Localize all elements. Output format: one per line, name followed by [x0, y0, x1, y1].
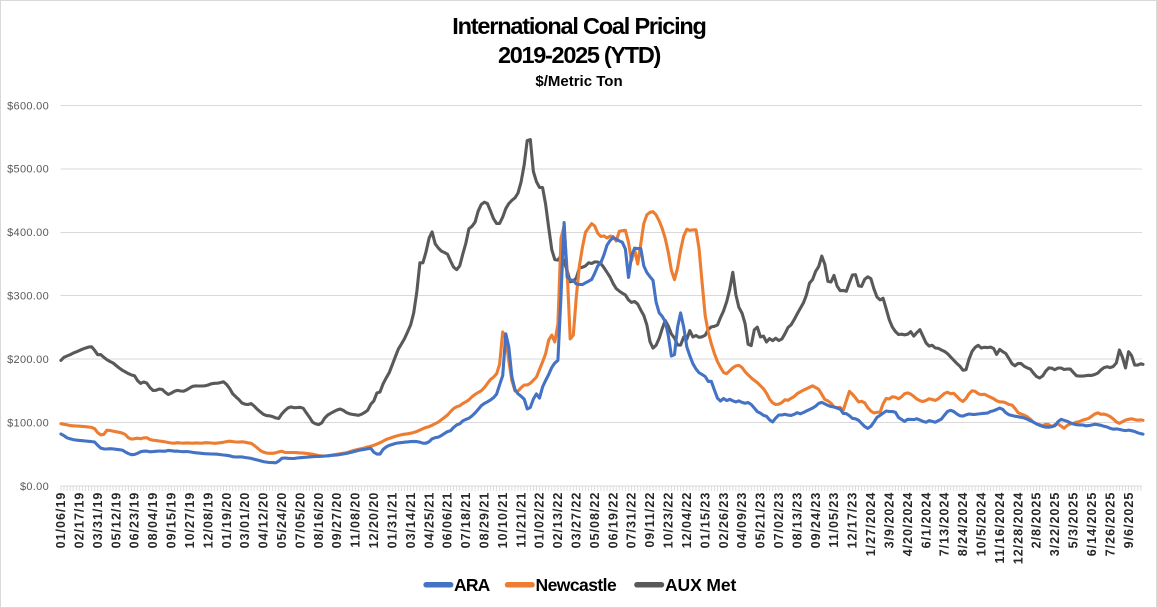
- svg-text:6/14/2025: 6/14/2025: [1085, 492, 1099, 557]
- svg-text:11/08/20: 11/08/20: [349, 492, 363, 548]
- svg-text:12/20/20: 12/20/20: [367, 492, 381, 549]
- svg-text:02/13/22: 02/13/22: [551, 492, 565, 549]
- svg-text:12/28/2024: 12/28/2024: [1011, 492, 1025, 565]
- svg-text:11/21/21: 11/21/21: [514, 492, 528, 548]
- svg-text:01/02/22: 01/02/22: [533, 492, 547, 549]
- svg-text:3/9/2024: 3/9/2024: [883, 492, 897, 549]
- svg-text:08/13/23: 08/13/23: [790, 492, 804, 549]
- svg-text:2/8/2025: 2/8/2025: [1030, 492, 1044, 549]
- svg-text:05/08/22: 05/08/22: [588, 492, 602, 549]
- svg-text:04/12/20: 04/12/20: [257, 492, 271, 549]
- svg-text:Newcastle: Newcastle: [536, 575, 617, 595]
- svg-text:03/31/19: 03/31/19: [91, 492, 105, 549]
- svg-text:9/6/2025: 9/6/2025: [1122, 492, 1136, 549]
- svg-text:11/16/2024: 11/16/2024: [993, 492, 1007, 564]
- svg-text:03/01/20: 03/01/20: [238, 492, 252, 549]
- svg-text:10/10/21: 10/10/21: [496, 492, 510, 549]
- svg-text:$/Metric Ton: $/Metric Ton: [535, 73, 622, 90]
- svg-text:12/08/19: 12/08/19: [201, 492, 215, 549]
- svg-text:06/23/19: 06/23/19: [128, 492, 142, 549]
- svg-text:07/31/22: 07/31/22: [625, 492, 639, 549]
- svg-text:05/21/23: 05/21/23: [754, 492, 768, 549]
- svg-text:7/26/2025: 7/26/2025: [1103, 492, 1117, 557]
- svg-text:International Coal Pricing: International Coal Pricing: [452, 13, 705, 39]
- svg-text:7/13/2024: 7/13/2024: [938, 492, 952, 557]
- svg-text:07/05/20: 07/05/20: [293, 492, 307, 549]
- svg-text:$300.00: $300.00: [7, 291, 49, 303]
- svg-text:02/26/23: 02/26/23: [717, 492, 731, 549]
- svg-text:4/20/2024: 4/20/2024: [901, 492, 915, 557]
- svg-text:12/17/23: 12/17/23: [846, 492, 860, 549]
- svg-text:$200.00: $200.00: [7, 354, 49, 366]
- svg-text:$500.00: $500.00: [7, 164, 49, 176]
- svg-text:03/14/21: 03/14/21: [404, 492, 418, 549]
- svg-text:2019-2025 (YTD): 2019-2025 (YTD): [498, 42, 661, 68]
- svg-text:$600.00: $600.00: [7, 100, 49, 112]
- svg-text:04/09/23: 04/09/23: [735, 492, 749, 549]
- svg-text:5/3/2025: 5/3/2025: [1067, 492, 1081, 549]
- svg-text:1/27/2024: 1/27/2024: [864, 492, 878, 557]
- svg-text:04/25/21: 04/25/21: [422, 492, 436, 549]
- svg-text:8/24/2024: 8/24/2024: [956, 492, 970, 557]
- svg-text:11/05/23: 11/05/23: [827, 492, 841, 548]
- svg-text:01/31/21: 01/31/21: [385, 492, 399, 549]
- svg-text:07/18/21: 07/18/21: [459, 492, 473, 549]
- svg-text:05/12/19: 05/12/19: [109, 492, 123, 549]
- svg-text:08/16/20: 08/16/20: [312, 492, 326, 549]
- svg-text:$0.00: $0.00: [20, 481, 49, 493]
- svg-text:09/11/22: 09/11/22: [643, 492, 657, 548]
- svg-text:06/19/22: 06/19/22: [606, 492, 620, 549]
- svg-text:10/27/19: 10/27/19: [183, 492, 197, 549]
- svg-text:01/19/20: 01/19/20: [220, 492, 234, 549]
- svg-text:3/22/2025: 3/22/2025: [1048, 492, 1062, 557]
- svg-text:06/06/21: 06/06/21: [441, 492, 455, 549]
- svg-text:$100.00: $100.00: [7, 417, 49, 429]
- svg-text:08/29/21: 08/29/21: [478, 492, 492, 549]
- svg-text:$400.00: $400.00: [7, 227, 49, 239]
- svg-text:12/04/22: 12/04/22: [680, 492, 694, 549]
- svg-text:03/27/22: 03/27/22: [570, 492, 584, 549]
- svg-text:01/06/19: 01/06/19: [54, 492, 68, 549]
- svg-text:01/15/23: 01/15/23: [698, 492, 712, 549]
- svg-text:10/23/22: 10/23/22: [662, 492, 676, 549]
- svg-text:09/27/20: 09/27/20: [330, 492, 344, 549]
- svg-text:ARA: ARA: [454, 575, 491, 595]
- svg-text:02/17/19: 02/17/19: [73, 492, 87, 549]
- svg-text:05/24/20: 05/24/20: [275, 492, 289, 549]
- svg-text:6/1/2024: 6/1/2024: [919, 492, 933, 549]
- svg-text:09/24/23: 09/24/23: [809, 492, 823, 549]
- svg-text:09/15/19: 09/15/19: [165, 492, 179, 549]
- svg-text:08/04/19: 08/04/19: [146, 492, 160, 549]
- svg-text:07/02/23: 07/02/23: [772, 492, 786, 549]
- svg-text:AUX Met: AUX Met: [665, 575, 737, 595]
- svg-text:10/5/2024: 10/5/2024: [975, 492, 989, 557]
